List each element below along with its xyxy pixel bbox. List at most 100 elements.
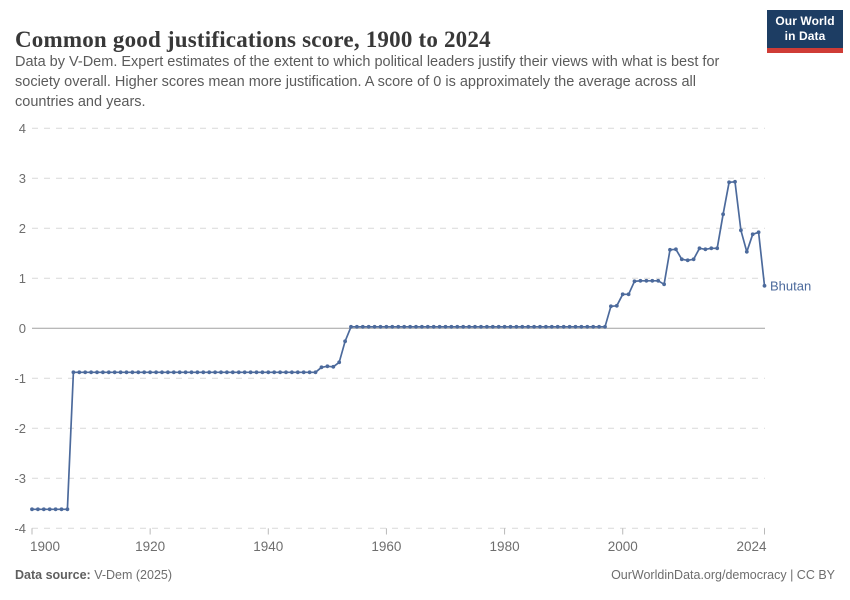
data-point[interactable]: [59, 507, 64, 512]
data-point[interactable]: [544, 324, 548, 329]
data-point[interactable]: [307, 370, 312, 375]
data-point[interactable]: [485, 324, 489, 329]
data-point[interactable]: [171, 370, 176, 375]
data-point[interactable]: [95, 370, 99, 375]
data-point[interactable]: [77, 370, 82, 375]
data-point[interactable]: [762, 283, 767, 288]
data-point[interactable]: [272, 370, 277, 375]
data-point[interactable]: [201, 370, 206, 375]
data-point[interactable]: [620, 292, 625, 297]
data-point[interactable]: [260, 370, 265, 375]
data-point[interactable]: [219, 370, 223, 375]
data-point[interactable]: [727, 180, 731, 185]
data-point[interactable]: [555, 324, 560, 329]
data-point[interactable]: [124, 370, 129, 375]
data-point[interactable]: [313, 370, 318, 375]
data-point[interactable]: [65, 507, 70, 512]
data-point[interactable]: [579, 324, 584, 329]
data-point[interactable]: [148, 370, 153, 375]
data-point[interactable]: [106, 370, 111, 375]
data-point[interactable]: [674, 247, 678, 252]
data-point[interactable]: [473, 324, 477, 329]
data-point[interactable]: [467, 324, 471, 329]
data-point[interactable]: [319, 365, 324, 370]
data-point[interactable]: [573, 324, 578, 329]
data-point[interactable]: [130, 370, 135, 375]
data-point[interactable]: [89, 370, 93, 375]
data-point[interactable]: [733, 179, 737, 184]
data-point[interactable]: [585, 324, 590, 329]
line-series[interactable]: [32, 180, 766, 511]
data-point[interactable]: [278, 370, 282, 375]
owid-logo[interactable]: Our World in Data: [767, 10, 843, 53]
data-point[interactable]: [744, 249, 749, 254]
data-point[interactable]: [390, 324, 395, 329]
owid-credit-link[interactable]: OurWorldinData.org/democracy | CC BY: [611, 568, 835, 582]
data-point[interactable]: [71, 370, 76, 375]
data-point[interactable]: [112, 370, 117, 375]
data-point[interactable]: [343, 339, 347, 344]
data-point[interactable]: [142, 370, 147, 375]
data-point[interactable]: [420, 324, 424, 329]
data-point[interactable]: [195, 370, 200, 375]
data-point[interactable]: [266, 370, 271, 375]
data-point[interactable]: [662, 282, 666, 287]
data-point[interactable]: [549, 324, 554, 329]
data-point[interactable]: [691, 257, 696, 262]
data-point[interactable]: [47, 507, 52, 512]
data-point[interactable]: [490, 324, 495, 329]
data-point[interactable]: [750, 232, 755, 237]
data-point[interactable]: [443, 324, 448, 329]
data-point[interactable]: [254, 370, 259, 375]
data-point[interactable]: [508, 324, 513, 329]
data-point[interactable]: [756, 230, 761, 235]
data-point[interactable]: [118, 370, 123, 375]
data-point[interactable]: [455, 324, 460, 329]
data-point[interactable]: [166, 370, 170, 375]
data-point[interactable]: [502, 324, 507, 329]
data-point[interactable]: [242, 370, 247, 375]
data-point[interactable]: [384, 324, 389, 329]
data-point[interactable]: [703, 247, 708, 252]
data-point[interactable]: [449, 324, 454, 329]
data-point[interactable]: [301, 370, 306, 375]
data-point[interactable]: [325, 364, 330, 369]
data-point[interactable]: [290, 370, 294, 375]
data-point[interactable]: [30, 507, 34, 512]
data-point[interactable]: [609, 304, 613, 309]
data-point[interactable]: [154, 370, 159, 375]
data-point[interactable]: [697, 246, 702, 251]
data-point[interactable]: [431, 324, 436, 329]
data-point[interactable]: [614, 303, 619, 308]
data-point[interactable]: [53, 507, 58, 512]
data-point[interactable]: [656, 278, 661, 283]
data-point[interactable]: [295, 370, 300, 375]
data-point[interactable]: [225, 370, 229, 375]
data-point[interactable]: [650, 278, 655, 283]
data-point[interactable]: [337, 360, 342, 365]
data-point[interactable]: [739, 228, 743, 233]
data-point[interactable]: [638, 278, 643, 283]
data-point[interactable]: [396, 324, 401, 329]
data-point[interactable]: [355, 324, 359, 329]
data-point[interactable]: [526, 324, 531, 329]
data-point[interactable]: [402, 324, 407, 329]
data-point[interactable]: [248, 370, 253, 375]
data-point[interactable]: [414, 324, 418, 329]
data-point[interactable]: [284, 370, 288, 375]
data-point[interactable]: [160, 370, 164, 375]
data-point[interactable]: [567, 324, 572, 329]
data-point[interactable]: [479, 324, 483, 329]
data-point[interactable]: [378, 324, 383, 329]
data-point[interactable]: [561, 324, 566, 329]
data-point[interactable]: [41, 507, 46, 512]
data-point[interactable]: [101, 370, 105, 375]
data-point[interactable]: [331, 364, 336, 369]
data-point[interactable]: [408, 324, 412, 329]
data-point[interactable]: [437, 324, 442, 329]
data-point[interactable]: [538, 324, 542, 329]
data-point[interactable]: [183, 370, 188, 375]
data-point[interactable]: [36, 507, 40, 512]
data-point[interactable]: [230, 370, 235, 375]
